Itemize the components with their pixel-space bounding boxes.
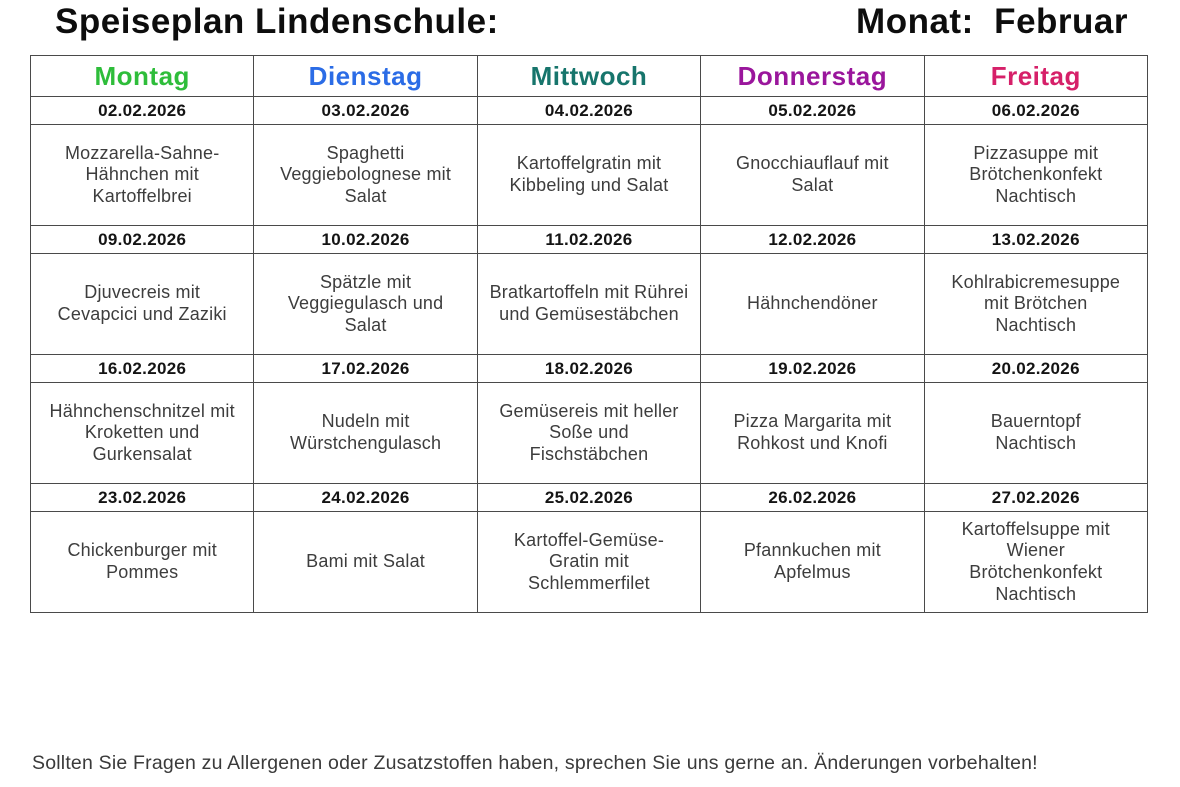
day-header-dienstag: Dienstag (253, 55, 478, 97)
date-cell: 02.02.2026 (29, 96, 255, 125)
meal-cell: Gnocchiauflauf mit Salat (700, 124, 925, 226)
date-cell: 19.02.2026 (700, 354, 925, 383)
date-cell: 04.02.2026 (476, 96, 702, 125)
date-cell: 06.02.2026 (923, 96, 1149, 125)
month-label: Monat: Februar (856, 2, 1128, 41)
meal-cell: Spätzle mit Veggiegulasch und Salat (253, 253, 478, 355)
meal-cell: Pfannkuchen mit Apfelmus (700, 511, 925, 613)
date-cell: 23.02.2026 (29, 483, 255, 512)
meal-cell: Nudeln mit Würstchengulasch (253, 382, 478, 484)
meal-cell: Djuvecreis mit Cevapcici und Zaziki (29, 253, 255, 355)
meal-cell: Spaghetti Veggiebolognese mit Salat (253, 124, 478, 226)
date-cell: 16.02.2026 (29, 354, 255, 383)
meal-cell: Kartoffel-Gemüse- Gratin mit Schlemmerfi… (476, 511, 702, 613)
meal-cell: Pizzasuppe mit Brötchenkonfekt Nachtisch (923, 124, 1149, 226)
allergen-note: Sollten Sie Fragen zu Allergenen oder Zu… (32, 752, 1038, 774)
date-cell: 27.02.2026 (923, 483, 1149, 512)
date-cell: 17.02.2026 (253, 354, 478, 383)
day-header-row: Montag Dienstag Mittwoch Donnerstag Frei… (29, 55, 1149, 97)
date-cell: 20.02.2026 (923, 354, 1149, 383)
date-cell: 24.02.2026 (253, 483, 478, 512)
date-cell: 03.02.2026 (253, 96, 478, 125)
meal-row-week4: Chickenburger mit Pommes Bami mit Salat … (29, 511, 1149, 613)
day-header-donnerstag: Donnerstag (700, 55, 925, 97)
date-cell: 26.02.2026 (700, 483, 925, 512)
title-bar: Speiseplan Lindenschule: Monat: Februar (55, 2, 1128, 42)
meal-row-week2: Djuvecreis mit Cevapcici und Zaziki Spät… (29, 253, 1149, 355)
date-cell: 25.02.2026 (476, 483, 702, 512)
meal-cell: Bratkartoffeln mit Rührei und Gemüsestäb… (476, 253, 702, 355)
meal-cell: Mozzarella-Sahne- Hähnchen mit Kartoffel… (29, 124, 255, 226)
date-cell: 18.02.2026 (476, 354, 702, 383)
meal-cell: Hähnchenschnitzel mit Kroketten und Gurk… (29, 382, 255, 484)
meal-cell: Hähnchendöner (700, 253, 925, 355)
date-row-week1: 02.02.2026 03.02.2026 04.02.2026 05.02.2… (29, 96, 1149, 125)
date-cell: 13.02.2026 (923, 225, 1149, 254)
page-title: Speiseplan Lindenschule: (55, 2, 499, 41)
meal-cell: Kohlrabicremesuppe mit Brötchen Nachtisc… (923, 253, 1149, 355)
date-cell: 05.02.2026 (700, 96, 925, 125)
date-row-week3: 16.02.2026 17.02.2026 18.02.2026 19.02.2… (29, 354, 1149, 383)
day-header-freitag: Freitag (923, 55, 1149, 97)
meal-cell: Chickenburger mit Pommes (29, 511, 255, 613)
meal-cell: Pizza Margarita mit Rohkost und Knofi (700, 382, 925, 484)
meal-cell: Bauerntopf Nachtisch (923, 382, 1149, 484)
meal-cell: Kartoffelsuppe mit Wiener Brötchenkonfek… (923, 511, 1149, 613)
date-cell: 09.02.2026 (29, 225, 255, 254)
date-cell: 10.02.2026 (253, 225, 478, 254)
meal-plan-table: Montag Dienstag Mittwoch Donnerstag Frei… (29, 55, 1149, 613)
date-cell: 11.02.2026 (476, 225, 702, 254)
meal-cell: Gemüsereis mit heller Soße und Fischstäb… (476, 382, 702, 484)
date-row-week2: 09.02.2026 10.02.2026 11.02.2026 12.02.2… (29, 225, 1149, 254)
meal-row-week3: Hähnchenschnitzel mit Kroketten und Gurk… (29, 382, 1149, 484)
meal-cell: Bami mit Salat (253, 511, 478, 613)
day-header-mittwoch: Mittwoch (476, 55, 702, 97)
date-row-week4: 23.02.2026 24.02.2026 25.02.2026 26.02.2… (29, 483, 1149, 512)
day-header-montag: Montag (29, 55, 255, 97)
meal-cell: Kartoffelgratin mit Kibbeling und Salat (476, 124, 702, 226)
meal-row-week1: Mozzarella-Sahne- Hähnchen mit Kartoffel… (29, 124, 1149, 226)
date-cell: 12.02.2026 (700, 225, 925, 254)
